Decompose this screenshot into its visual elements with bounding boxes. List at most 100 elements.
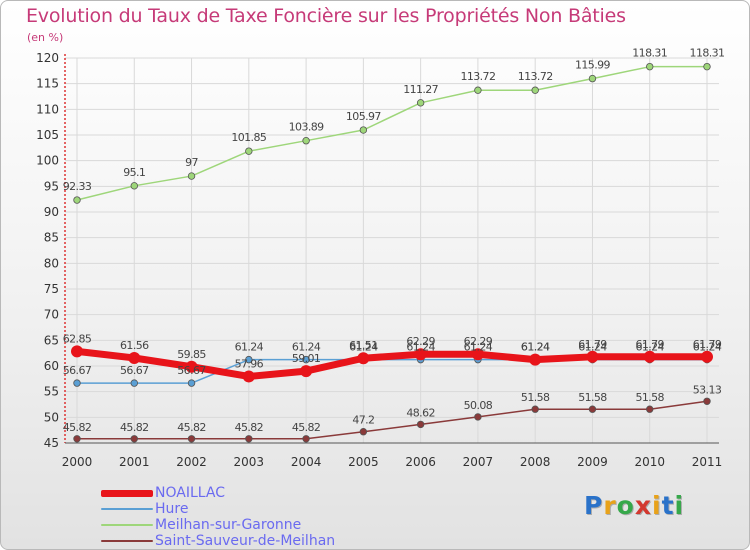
legend-swatch: [101, 508, 153, 510]
data-label: 61.24: [235, 341, 264, 354]
x-tick-label: 2008: [520, 455, 551, 469]
data-label: 113.72: [460, 70, 495, 83]
logo-letter: t: [661, 491, 675, 520]
y-tick-label: 60: [44, 359, 59, 373]
data-point: [245, 435, 253, 443]
y-tick-label: 65: [44, 333, 59, 347]
data-point: [588, 74, 597, 83]
data-label: 51.58: [578, 391, 607, 404]
x-tick-label: 2006: [405, 455, 436, 469]
series-noaillac: [71, 345, 713, 383]
data-point: [474, 86, 482, 94]
data-label: 59.01: [292, 352, 321, 365]
data-label: 56.67: [177, 364, 206, 377]
data-label: 51.58: [521, 391, 550, 404]
data-label: 61.79: [693, 338, 722, 351]
data-point: [703, 62, 711, 71]
logo-letter: o: [616, 491, 635, 520]
data-label: 48.62: [406, 406, 435, 419]
x-tick-label: 2010: [634, 455, 665, 469]
legend-label: Hure: [155, 501, 189, 517]
data-point: [187, 435, 196, 443]
legend-swatch: [101, 540, 153, 542]
data-label: 115.99: [575, 59, 610, 72]
data-label: 61.24: [693, 341, 722, 354]
y-tick-label: 50: [44, 410, 59, 424]
data-label: 95.1: [123, 166, 145, 179]
data-point: [245, 355, 253, 364]
legend-swatch: [101, 524, 153, 526]
x-tick-label: 2003: [234, 455, 265, 469]
legend-label: NOAILLAC: [155, 485, 225, 501]
x-tick-label: 2007: [463, 455, 494, 469]
y-tick-label: 90: [44, 205, 59, 219]
data-point: [416, 420, 425, 429]
data-point: [130, 435, 138, 443]
data-point: [187, 379, 196, 387]
x-tick-label: 2011: [692, 455, 723, 469]
data-label: 118.31: [632, 47, 667, 60]
logo-letter: r: [603, 491, 617, 520]
logo-letter: x: [634, 491, 652, 520]
legend-swatch: [101, 490, 153, 497]
data-label: 56.67: [63, 364, 92, 377]
data-point: [474, 413, 482, 421]
data-point: [300, 365, 313, 378]
x-tick-label: 2005: [348, 455, 379, 469]
data-point: [531, 405, 539, 413]
proxiti-logo: Proxiti: [584, 491, 684, 520]
data-point: [643, 350, 656, 363]
data-point: [130, 379, 138, 387]
logo-letter: P: [584, 491, 604, 520]
data-label: 47.2: [352, 414, 374, 427]
data-point: [128, 351, 141, 364]
data-label: 45.82: [235, 421, 264, 434]
data-label: 61.24: [406, 341, 435, 354]
data-point: [242, 370, 255, 383]
data-label: 57.96: [235, 357, 264, 370]
y-tick-label: 75: [44, 282, 59, 296]
legend-label: Saint-Sauveur-de-Meilhan: [155, 533, 336, 549]
y-tick-label: 100: [36, 154, 59, 168]
x-tick-label: 2009: [577, 455, 608, 469]
data-label: 62.29: [406, 335, 435, 348]
y-tick-label: 95: [44, 179, 59, 193]
x-tick-label: 2000: [62, 455, 93, 469]
data-point: [73, 379, 81, 387]
data-point: [359, 126, 368, 134]
chart-title: Evolution du Taux de Taxe Foncière sur l…: [26, 5, 626, 27]
data-label: 101.85: [231, 131, 266, 144]
data-point: [185, 360, 198, 373]
series-line: [76, 65, 708, 201]
data-label: 118.31: [690, 47, 725, 60]
data-point: [646, 405, 654, 413]
data-label: 45.82: [292, 421, 321, 434]
data-label: 56.67: [120, 364, 149, 377]
data-point: [703, 397, 711, 405]
data-point: [187, 172, 196, 180]
data-point: [586, 350, 599, 363]
data-point: [302, 435, 310, 443]
data-label: 45.82: [120, 421, 149, 434]
series-meilhan-sur-garonne: [73, 62, 711, 204]
x-tick-label: 2002: [176, 455, 207, 469]
data-label: 45.82: [63, 421, 92, 434]
data-point: [71, 345, 83, 358]
data-point: [529, 353, 542, 366]
data-label: 61.24: [635, 341, 664, 354]
data-label: 61.79: [578, 338, 607, 351]
data-label: 61.24: [292, 341, 321, 354]
data-label: 61.79: [635, 338, 664, 351]
data-point: [302, 136, 310, 145]
y-tick-label: 110: [36, 102, 59, 116]
series-saint-sauveur-de-meilhan: [73, 397, 711, 443]
y-tick-label: 115: [36, 77, 59, 91]
data-label: 50.08: [464, 399, 493, 412]
data-point: [531, 86, 539, 94]
data-point: [701, 350, 713, 363]
data-label: 113.72: [518, 70, 553, 83]
data-label: 45.82: [177, 421, 206, 434]
data-label: 62.29: [464, 335, 493, 348]
x-tick-label: 2004: [291, 455, 322, 469]
